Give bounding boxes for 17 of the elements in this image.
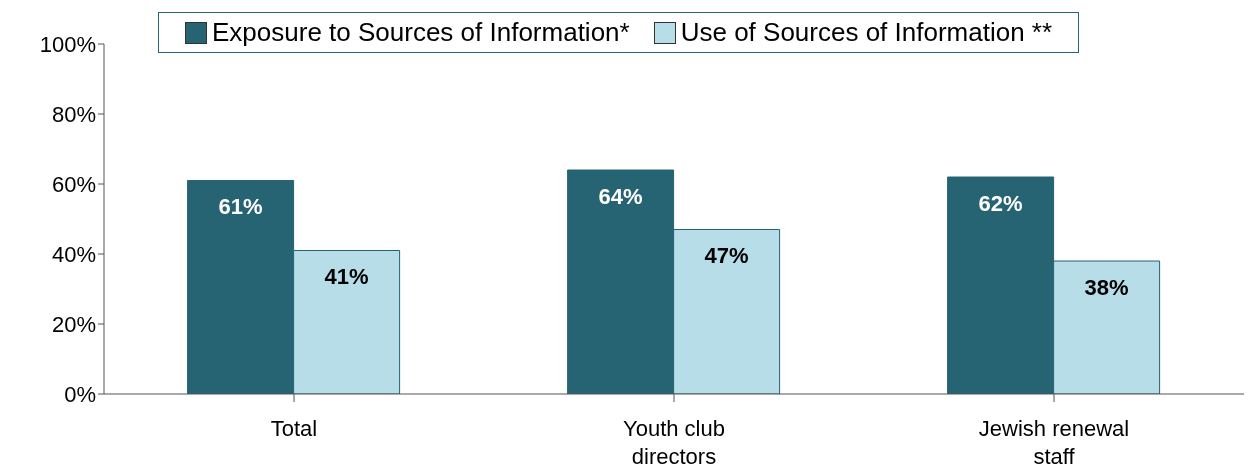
y-tick-label: 20% bbox=[51, 311, 96, 337]
x-tick-label: Youth club directors bbox=[623, 416, 725, 469]
y-tick-label: 80% bbox=[51, 101, 96, 127]
x-tick-label: Total bbox=[270, 416, 318, 441]
data-label: 41% bbox=[324, 264, 369, 290]
y-tick-label: 60% bbox=[51, 171, 96, 197]
data-label: 47% bbox=[704, 243, 749, 269]
data-label: 64% bbox=[598, 183, 643, 209]
x-tick-label: Jewish renewal staff bbox=[978, 416, 1130, 469]
y-tick-label: 0% bbox=[64, 381, 96, 407]
y-tick-label: 100% bbox=[39, 31, 96, 57]
data-label: 38% bbox=[1084, 274, 1129, 300]
data-label: 62% bbox=[978, 190, 1023, 216]
legend-label: Use of Sources of Information ** bbox=[680, 17, 1053, 48]
legend-label: Exposure to Sources of Information* bbox=[212, 17, 630, 48]
data-label: 61% bbox=[218, 194, 263, 220]
y-tick-label: 40% bbox=[51, 241, 96, 267]
